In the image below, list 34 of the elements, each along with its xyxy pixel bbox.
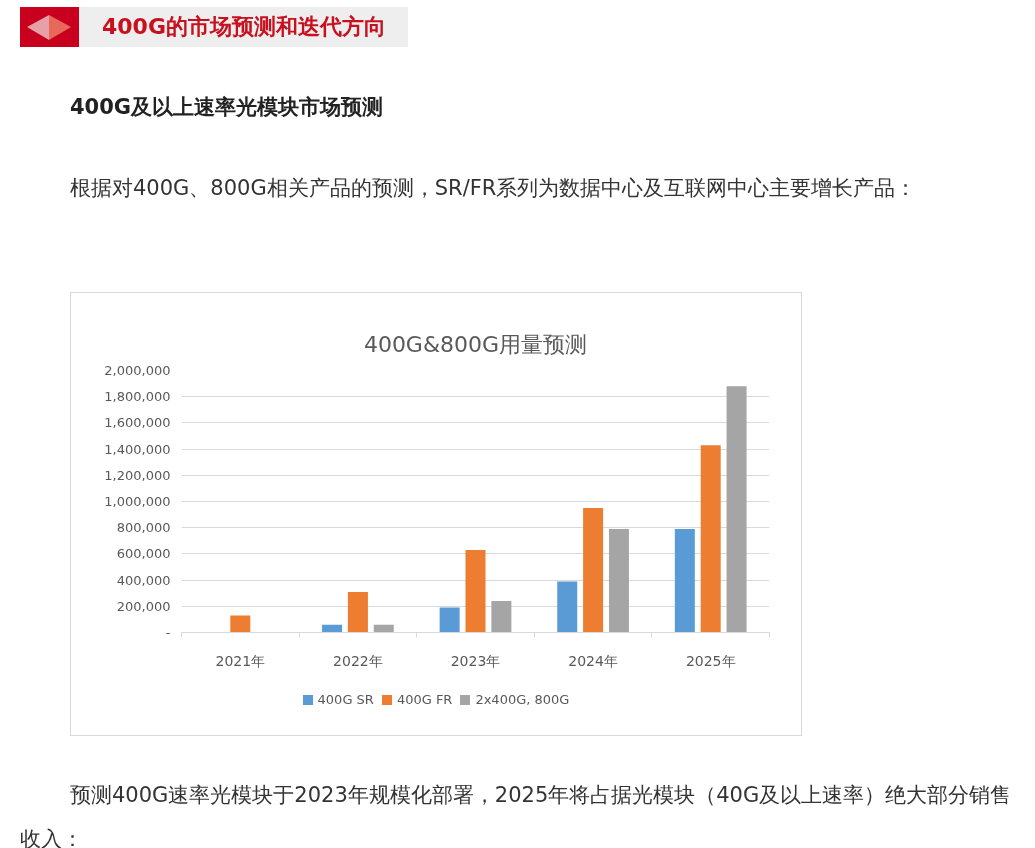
bar (491, 601, 512, 633)
bar (674, 529, 695, 633)
text: 根据对400G、800G相关产品的预测，SR/FR系列为数据中心及互联网中心主要增长产品： (69, 175, 918, 202)
y-tick-label: 2,000,000 (104, 363, 171, 378)
y-tick-label: 1,400,000 (104, 441, 171, 457)
x-tick-label: 2025年 (685, 652, 736, 669)
chart-title: 400G&800G用量预测 (363, 331, 588, 357)
bar (726, 386, 747, 633)
bar (230, 615, 251, 633)
bar (700, 445, 721, 633)
x-tick-label: 2021年 (215, 652, 266, 669)
bar (608, 529, 629, 633)
text: 400G的市场预测和迭代方向 (79, 7, 408, 47)
y-tick-label: 1,600,000 (104, 415, 171, 431)
x-tick-label: 2023年 (450, 652, 501, 669)
bar (557, 581, 578, 633)
y-tick-label: 400,000 (116, 572, 171, 588)
y-tick-label: 1,200,000 (104, 467, 171, 483)
y-tick-label: 1,800,000 (104, 389, 171, 405)
bar (465, 549, 486, 633)
y-tick-label: 800,000 (116, 520, 171, 536)
x-tick-label: 2024年 (568, 652, 618, 669)
bar (439, 607, 460, 633)
x-tick-label: 2022年 (333, 652, 383, 669)
legend-label: 400G FR (396, 690, 453, 709)
bar (347, 591, 368, 633)
y-tick-label: 200,000 (116, 598, 171, 614)
bar (583, 508, 604, 633)
legend-label: 2x400G, 800G (475, 690, 570, 709)
y-tick-label: - (165, 625, 171, 640)
legend-label: 400G SR (317, 690, 374, 709)
y-tick-label: 600,000 (116, 546, 171, 562)
text: 400G及以上速率光模块市场预测 (70, 94, 385, 121)
y-tick-label: 1,000,000 (104, 494, 171, 509)
